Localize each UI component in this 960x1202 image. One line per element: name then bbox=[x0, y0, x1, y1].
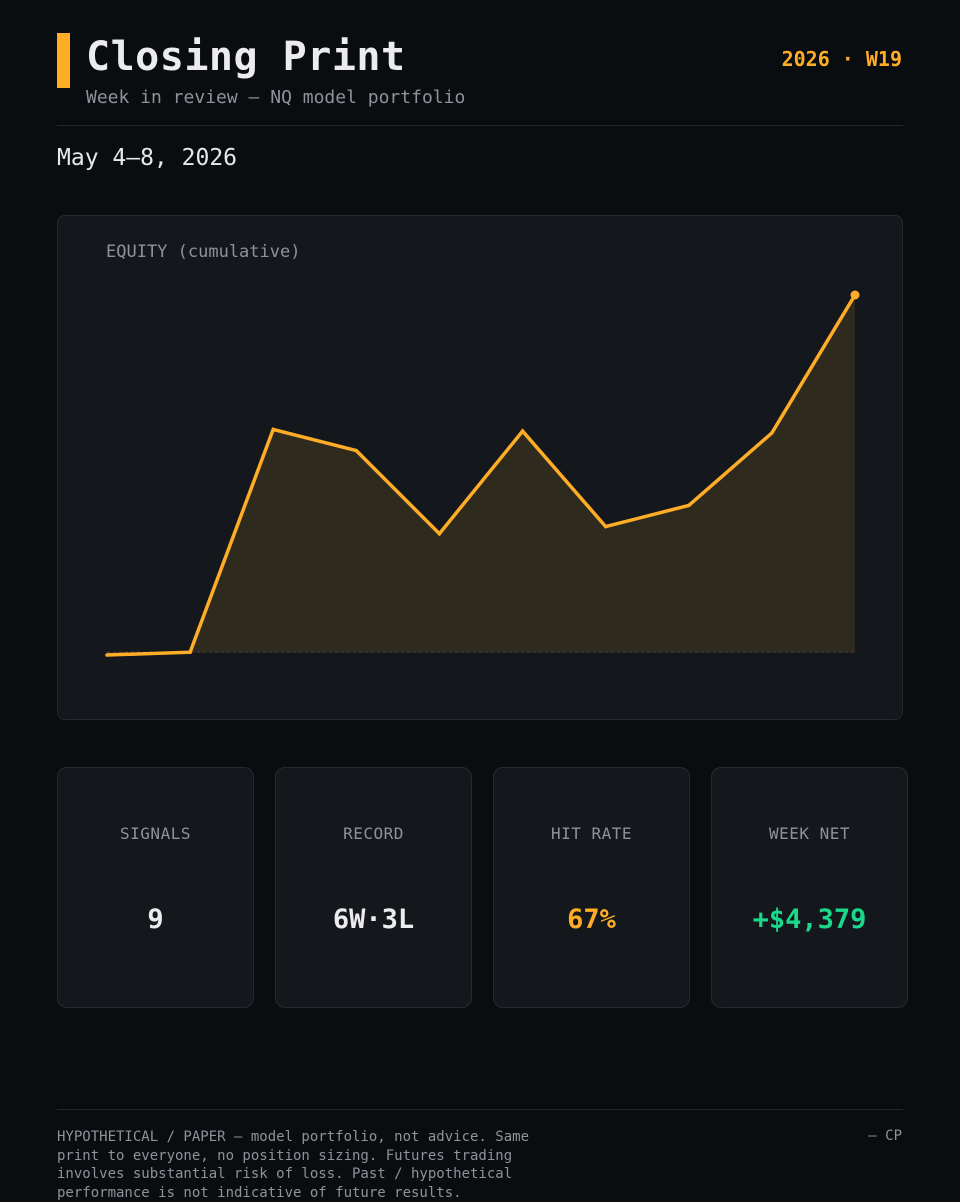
equity-point bbox=[520, 429, 525, 433]
stat-label: WEEK NET bbox=[768, 824, 851, 843]
equity-point bbox=[354, 448, 359, 453]
equity-point bbox=[188, 650, 192, 654]
stat-value: 6W·3L bbox=[332, 904, 415, 935]
stat-card-signals: SIGNALS 9 bbox=[57, 767, 254, 1008]
stat-card-record: RECORD 6W·3L bbox=[275, 767, 472, 1008]
equity-endpoint bbox=[850, 290, 860, 300]
stat-value: 67% bbox=[567, 904, 616, 935]
page-subtitle: Week in review — NQ model portfolio bbox=[86, 87, 466, 108]
stat-card-week-net: WEEK NET +$4,379 bbox=[711, 767, 908, 1008]
stat-value: 9 bbox=[147, 904, 164, 935]
stat-label: SIGNALS bbox=[120, 824, 191, 843]
stat-value: +$4,379 bbox=[752, 904, 867, 935]
equity-point bbox=[105, 653, 109, 657]
stat-card-hit-rate: HIT RATE 67% bbox=[493, 767, 690, 1008]
chart-title: EQUITY (cumulative) bbox=[106, 242, 301, 262]
equity-chart bbox=[105, 290, 860, 657]
equity-line bbox=[106, 294, 857, 657]
header-accent-bar bbox=[57, 33, 70, 88]
equity-chart-card: EQUITY (cumulative) bbox=[57, 215, 903, 720]
equity-area-fill bbox=[107, 295, 855, 655]
page-title: Closing Print bbox=[86, 34, 406, 80]
equity-point bbox=[603, 524, 608, 529]
week-tag: 2026 · W19 bbox=[781, 47, 902, 71]
equity-point bbox=[271, 427, 275, 432]
stat-label: HIT RATE bbox=[550, 824, 633, 843]
stat-label: RECORD bbox=[343, 824, 404, 843]
footer-divider bbox=[57, 1109, 903, 1110]
equity-point bbox=[687, 503, 691, 508]
equity-point bbox=[770, 431, 774, 435]
equity-point bbox=[437, 531, 442, 536]
date-range: May 4–8, 2026 bbox=[57, 145, 238, 171]
signoff: — CP bbox=[868, 1128, 902, 1144]
disclaimer-text: HYPOTHETICAL / PAPER — model portfolio, … bbox=[57, 1129, 530, 1201]
header-divider bbox=[57, 125, 903, 126]
